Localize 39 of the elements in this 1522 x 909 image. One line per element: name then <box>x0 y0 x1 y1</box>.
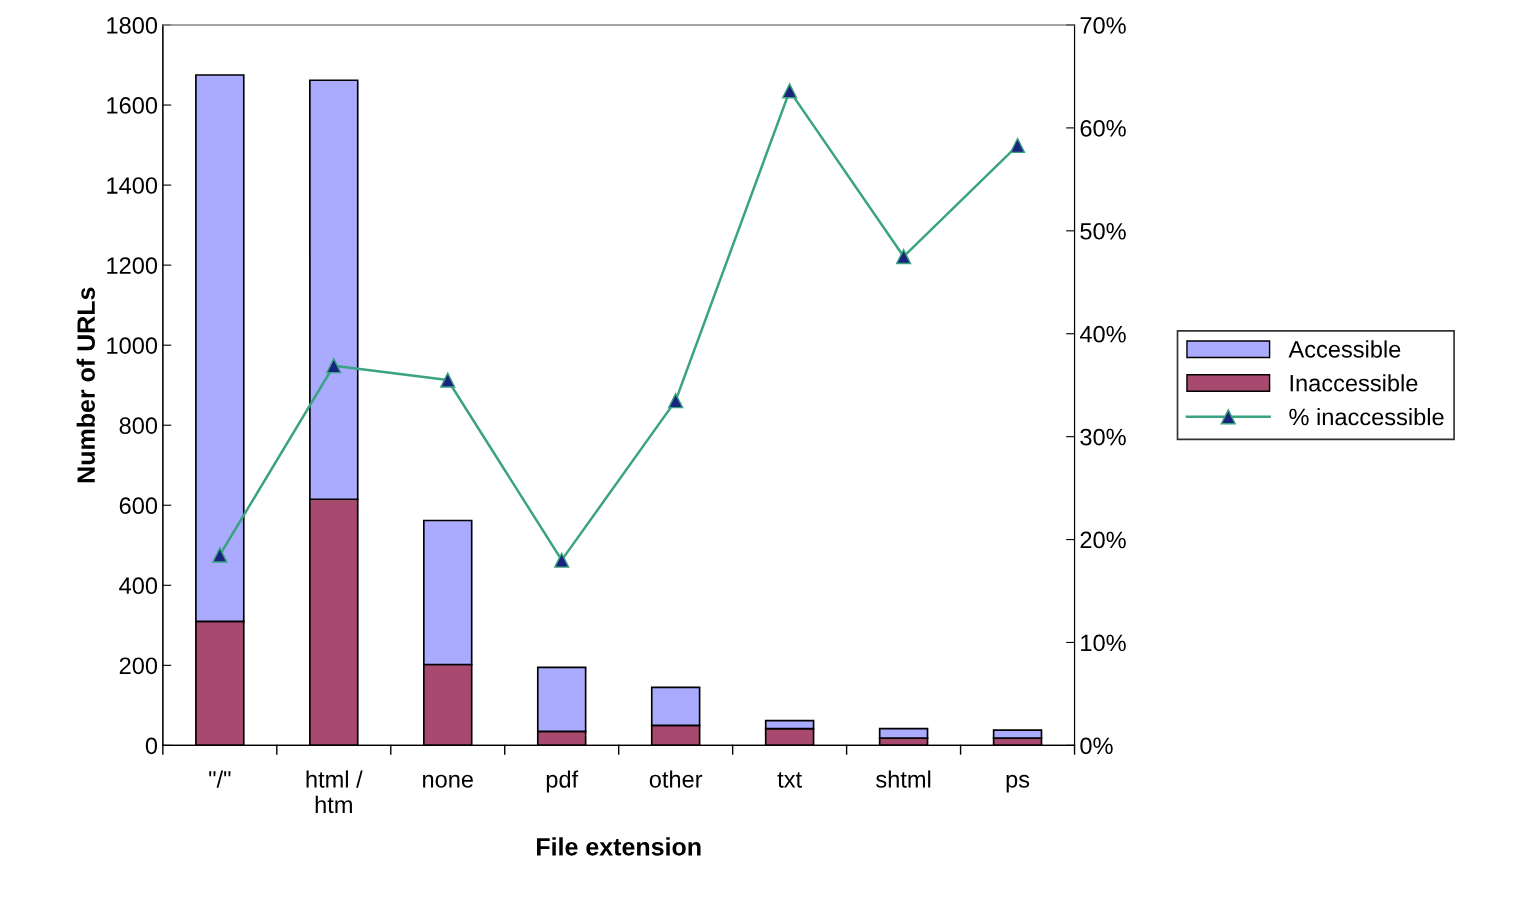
y-tick-label: 600 <box>119 497 158 515</box>
point <box>668 392 684 409</box>
y2-tick-label: 10% <box>1081 634 1126 652</box>
y-axis-title: Number of URLs <box>76 287 95 483</box>
y2-tick-label: 40% <box>1079 325 1126 343</box>
legend-label: % inaccessible <box>1289 408 1444 426</box>
y-tick-label: 1600 <box>107 97 158 114</box>
x-tick-label: ps <box>1006 774 1030 793</box>
x-tick-label: txt <box>777 772 802 788</box>
point <box>326 357 342 374</box>
x-tick-label: html / htm <box>306 770 363 814</box>
y2-tick-label: 30% <box>1080 428 1126 446</box>
y-tick-label: 1400 <box>107 177 158 194</box>
point <box>1009 137 1026 154</box>
y-tick-label: 800 <box>119 417 158 434</box>
point <box>212 547 228 563</box>
y-tick-label: 400 <box>119 577 158 595</box>
point <box>781 83 798 99</box>
x-axis-title: File extension <box>537 837 701 856</box>
y-tick-label: 1200 <box>107 257 158 274</box>
legend-label: Inaccessible <box>1290 374 1418 392</box>
legend-label: Accessible <box>1288 340 1401 358</box>
y-tick-label: 200 <box>119 657 158 675</box>
y-tick-label: 0 <box>145 737 158 755</box>
point <box>895 248 912 265</box>
point <box>554 552 570 568</box>
y2-tick-label: 20% <box>1080 531 1126 549</box>
y-tick-label: 1000 <box>107 337 158 354</box>
x-tick-label: none <box>423 774 473 788</box>
x-tick-label: other <box>649 770 703 788</box>
y-tick-label: 1800 <box>107 17 158 34</box>
point <box>440 372 456 388</box>
x-tick-label: pdf <box>546 770 579 793</box>
y2-tick-label: 60% <box>1080 119 1126 137</box>
x-tick-label: shtml <box>876 770 931 788</box>
y2-tick-label: 70% <box>1080 17 1126 34</box>
x-tick-label: "/" <box>209 770 231 788</box>
y2-tick-label: 0% <box>1080 737 1113 755</box>
y2-tick-label: 50% <box>1080 222 1126 240</box>
